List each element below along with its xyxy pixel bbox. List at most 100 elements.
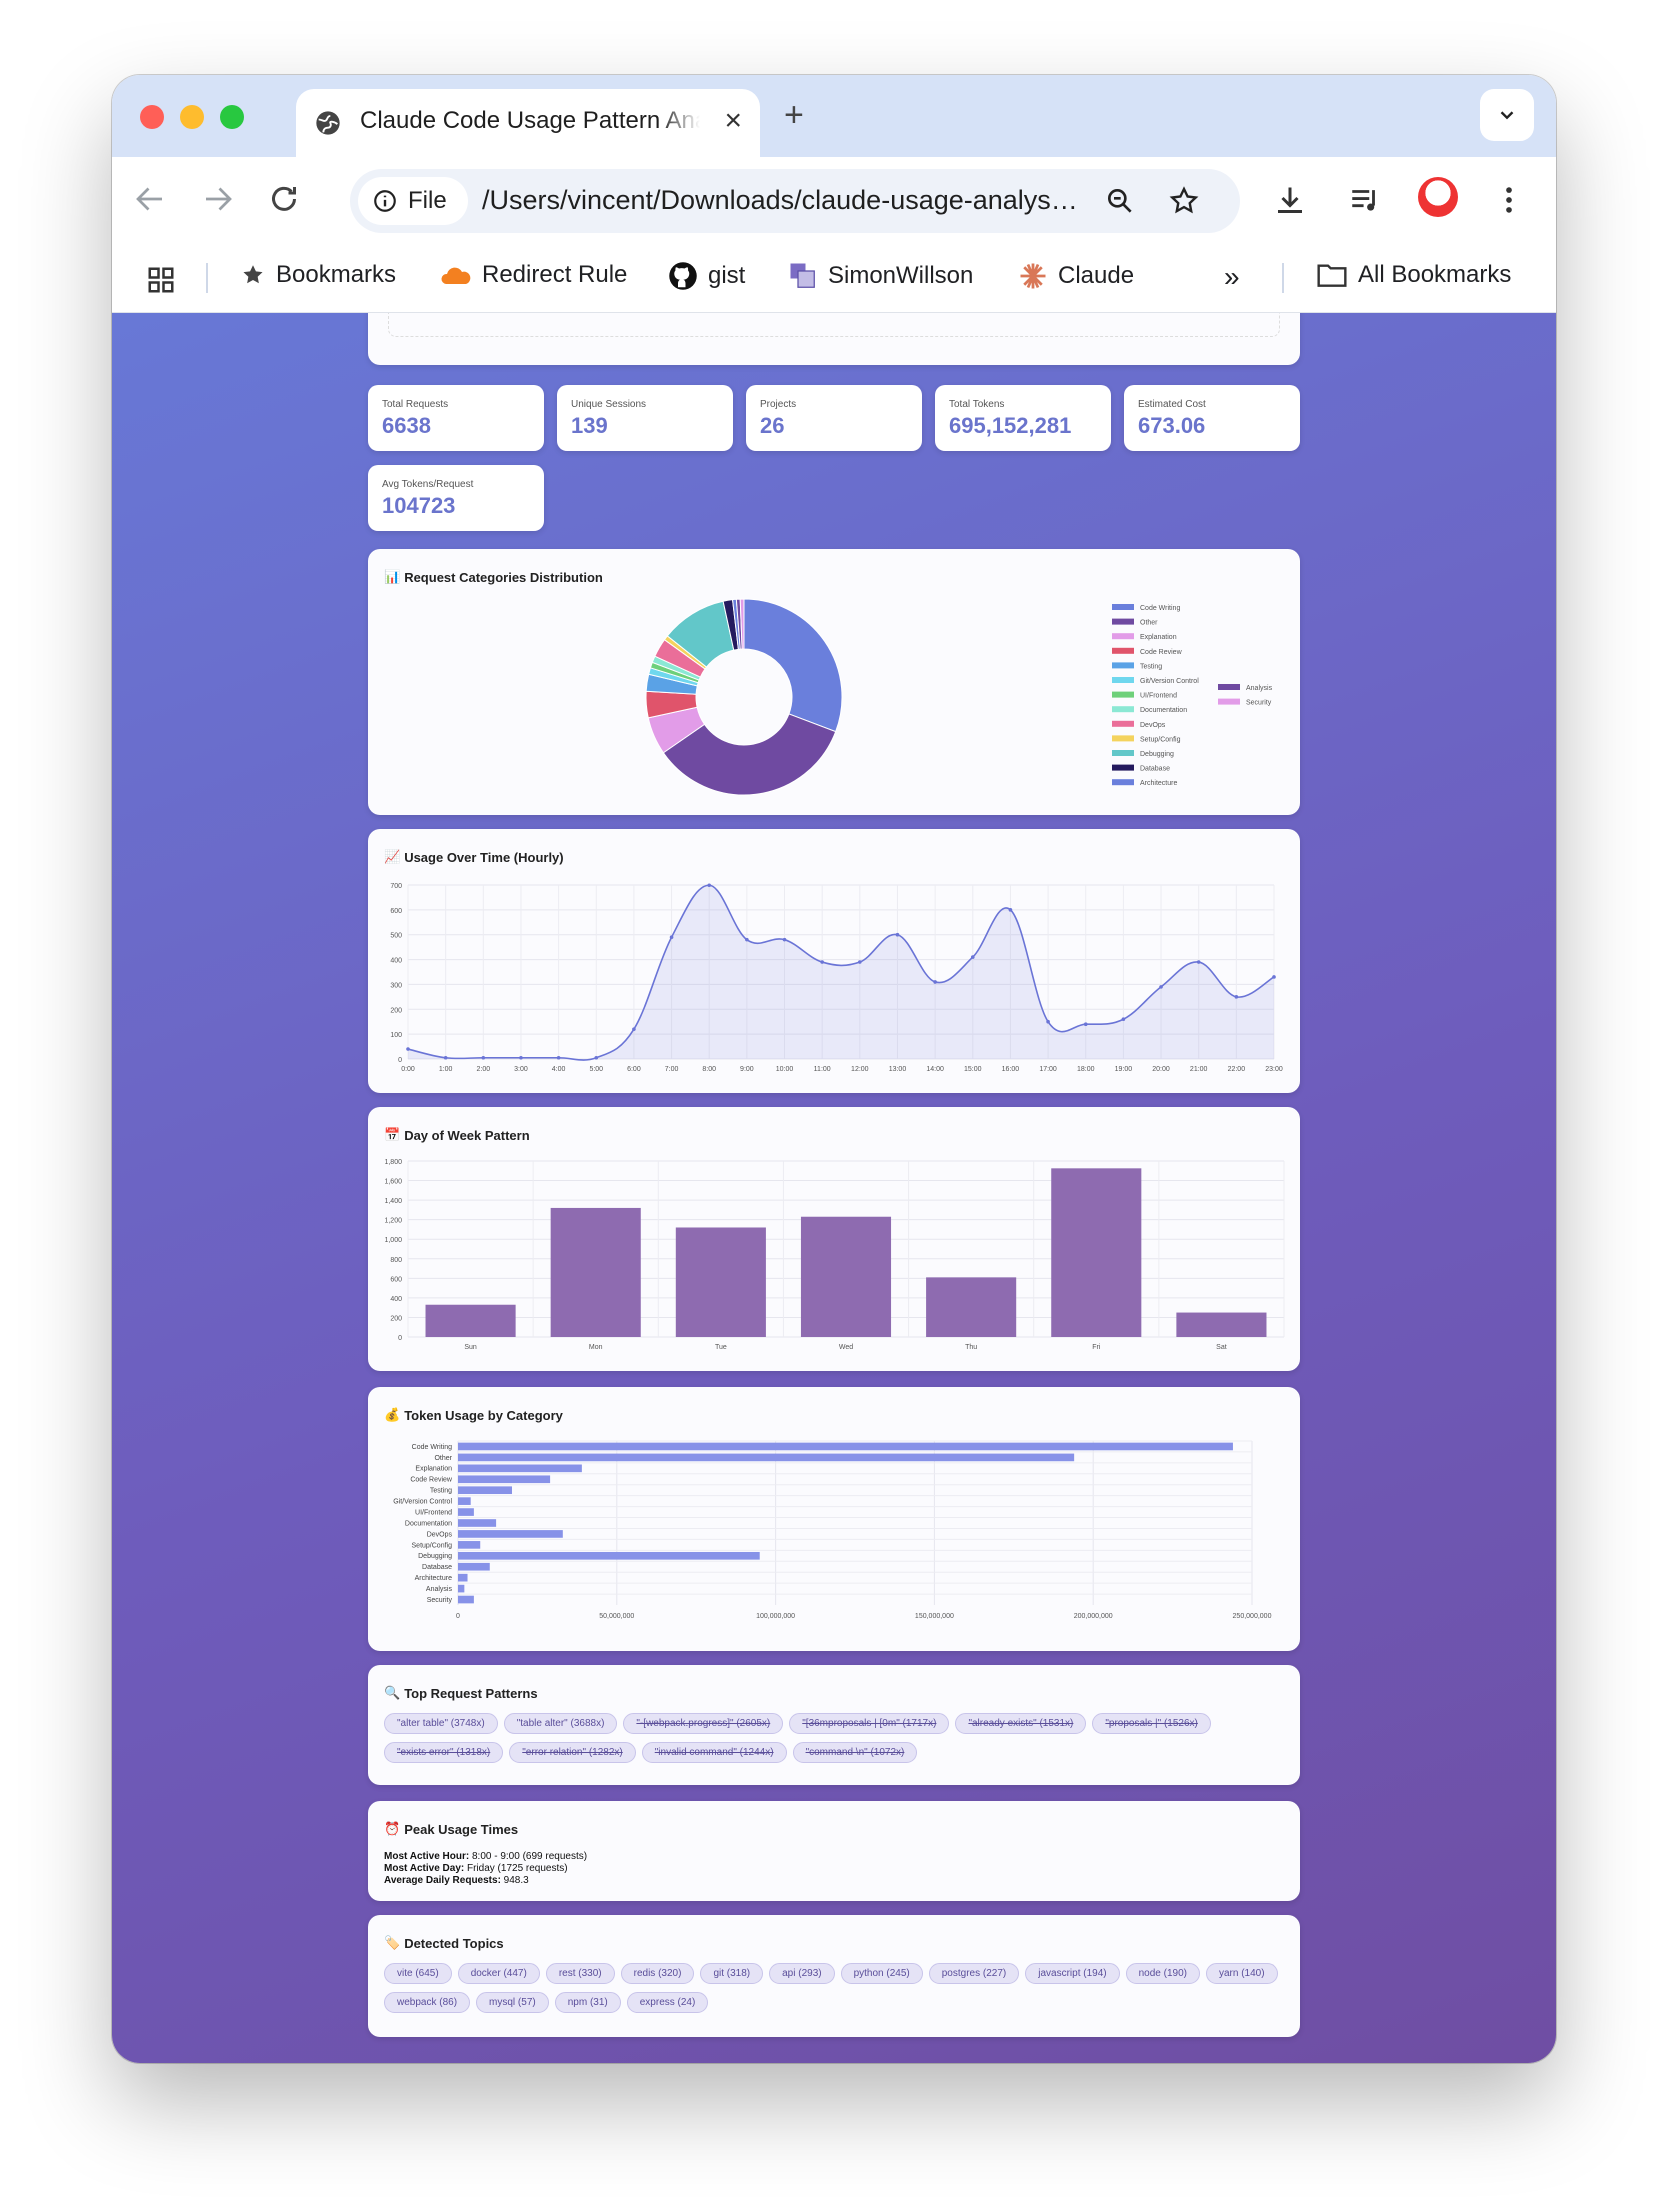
y-tick-label: UI/Frontend: [415, 1509, 452, 1516]
star-icon[interactable]: [1168, 185, 1200, 217]
scheme-label: File: [408, 187, 447, 214]
x-tick-label: 14:00: [926, 1066, 944, 1073]
x-tick-label: 0: [456, 1613, 460, 1620]
bar: [458, 1530, 563, 1538]
bar: [1051, 1168, 1142, 1337]
close-icon[interactable]: ×: [724, 104, 742, 137]
star-icon: [243, 265, 263, 284]
bookmark-gist[interactable]: gist: [668, 261, 745, 291]
x-tick-label: Sun: [464, 1344, 477, 1351]
pattern-pill: "exists error" (1318x): [384, 1742, 504, 1763]
bookmark-all-bookmarks[interactable]: All Bookmarks: [1316, 261, 1511, 289]
y-tick-label: 0: [398, 1335, 402, 1342]
chevron-double-right-icon[interactable]: »: [1224, 261, 1240, 292]
url-text[interactable]: /Users/vincent/Downloads/claude-usage-an…: [482, 185, 1082, 215]
plus-icon[interactable]: +: [784, 96, 804, 134]
y-tick-label: 1,800: [384, 1159, 402, 1166]
site-info-chip[interactable]: File: [358, 177, 468, 225]
topic-pill: webpack (86): [384, 1992, 471, 2013]
bar-chart-icon: 📊: [384, 569, 401, 584]
data-point: [1272, 975, 1276, 979]
pie-slice: [739, 598, 745, 650]
apps-grid-icon[interactable]: [146, 265, 176, 295]
minimize-window-button[interactable]: [180, 105, 204, 129]
legend-swatch: [1112, 662, 1134, 669]
avatar[interactable]: [1418, 177, 1458, 217]
x-tick-label: 6:00: [627, 1066, 641, 1073]
header-card: [368, 313, 1300, 365]
stat-card: Projects 26: [746, 385, 922, 451]
x-tick-label: 11:00: [814, 1066, 831, 1073]
page-content[interactable]: Total Requests 6638 Unique Sessions 139 Pr…: [112, 313, 1556, 2063]
windows-stack-icon: [790, 263, 815, 288]
close-window-button[interactable]: [140, 105, 164, 129]
bar: [458, 1541, 481, 1549]
data-point: [1046, 1019, 1050, 1024]
bar: [926, 1277, 1017, 1337]
y-tick-label: Git/Version Control: [393, 1499, 452, 1506]
tab-strip: Claude Code Usage Pattern Analysis × +: [112, 75, 1556, 157]
bar: [458, 1464, 582, 1473]
zoom-icon[interactable]: [1104, 185, 1136, 217]
legend-swatch: [1112, 677, 1134, 683]
x-tick-label: 17:00: [1039, 1066, 1057, 1073]
y-tick-label: 700: [390, 883, 402, 890]
chevron-down-icon[interactable]: [1480, 89, 1534, 141]
stat-card: Total Tokens 695,152,281: [935, 385, 1111, 451]
x-tick-label: 20:00: [1152, 1066, 1170, 1073]
topic-pill: redis (320): [620, 1963, 695, 1984]
peak-details: Most Active Hour: 8:00 - 9:00 (699 reque…: [384, 1851, 588, 1886]
legend-swatch: [1112, 764, 1134, 771]
y-tick-label: Analysis: [426, 1586, 453, 1593]
y-tick-label: Explanation: [415, 1466, 452, 1473]
hourly-line-chart: 0 100 200 300 400 500 600 700 0:00 1:00 2:00 3:00 4:…: [390, 883, 1283, 1073]
bookmark-bookmarks[interactable]: Bookmarks: [240, 261, 396, 289]
y-tick-label: Debugging: [418, 1553, 452, 1560]
legend-label: Analysis: [1246, 685, 1273, 692]
data-point: [443, 1055, 448, 1060]
back-arrow-icon[interactable]: [132, 181, 168, 217]
forward-arrow-icon[interactable]: [200, 181, 236, 217]
legend-swatch: [1218, 684, 1240, 690]
topic-pill: postgres (227): [928, 1963, 1020, 1984]
address-bar[interactable]: File /Users/vincent/Downloads/claude-usa…: [350, 169, 1240, 233]
github-icon: [669, 262, 697, 290]
bar: [458, 1497, 471, 1505]
folder-icon: [1317, 264, 1347, 287]
bookmark-claude[interactable]: Claude: [1018, 261, 1134, 291]
media-queue-icon[interactable]: [1348, 183, 1382, 217]
pattern-pill: "[36mproposals | [0m" (1717x): [789, 1713, 950, 1734]
x-tick-label: 8:00: [702, 1066, 716, 1073]
x-tick-label: 22:00: [1228, 1066, 1246, 1073]
data-point: [895, 932, 900, 937]
x-tick-label: Wed: [839, 1344, 853, 1351]
topic-pill: vite (645): [384, 1963, 452, 1984]
bar: [458, 1584, 465, 1593]
legend-swatch: [1112, 735, 1134, 742]
y-tick-label: Database: [422, 1564, 452, 1571]
download-icon[interactable]: [1272, 183, 1308, 219]
topics-list: vite (645) docker (447) rest (330) redis (3…: [384, 1963, 1284, 2021]
y-tick-label: 600: [390, 1276, 402, 1283]
tokens-card: 💰 Token Usage by Category 0 50,000,000 100,…: [368, 1387, 1300, 1651]
legend-swatch: [1112, 779, 1134, 786]
bar: [458, 1475, 551, 1484]
pattern-pill: "command \n" (1072x): [792, 1742, 918, 1763]
alarm-clock-icon: ⏰: [384, 1821, 401, 1836]
data-point: [858, 960, 862, 964]
x-tick-label: Tue: [715, 1344, 727, 1351]
bookmark-simonwillson[interactable]: SimonWillson: [788, 261, 973, 291]
reload-icon[interactable]: [266, 181, 302, 217]
bookmark-redirect-rule[interactable]: Redirect Rule: [440, 261, 627, 289]
bar: [675, 1227, 766, 1337]
data-point: [556, 1055, 561, 1060]
x-tick-label: 0:00: [401, 1066, 415, 1073]
legend-label: Explanation: [1140, 634, 1177, 641]
x-tick-label: 7:00: [665, 1066, 679, 1073]
y-tick-label: 400: [390, 958, 402, 965]
topic-pill: git (318): [700, 1963, 764, 1984]
more-vert-icon[interactable]: [1492, 183, 1526, 217]
x-tick-label: 23:00: [1265, 1066, 1283, 1073]
zoom-window-button[interactable]: [220, 105, 244, 129]
tab-active[interactable]: Claude Code Usage Pattern Analysis ×: [296, 89, 760, 157]
